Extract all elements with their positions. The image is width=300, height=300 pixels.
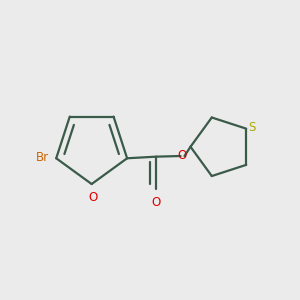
Text: S: S — [248, 121, 256, 134]
Text: Br: Br — [36, 151, 49, 164]
Text: O: O — [152, 196, 161, 209]
Text: O: O — [89, 191, 98, 204]
Text: O: O — [178, 148, 187, 161]
